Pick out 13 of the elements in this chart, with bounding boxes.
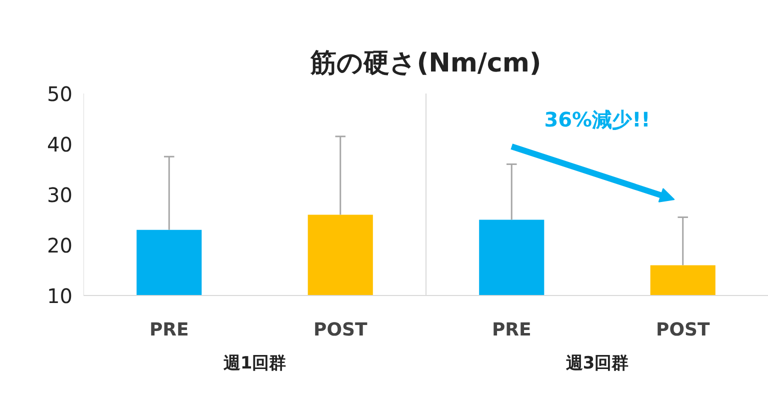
x-tick-label: POST bbox=[656, 320, 710, 340]
annotation: 36%減少!! bbox=[544, 107, 650, 132]
x-tick-label: PRE bbox=[149, 320, 189, 340]
text: 週3回群 bbox=[564, 354, 629, 374]
chart-title: 筋の硬さ(Nm/cm) bbox=[310, 48, 542, 78]
y-tick-label: 20 bbox=[47, 234, 73, 258]
y-tick-label: 10 bbox=[47, 284, 73, 308]
y-tick-label: 50 bbox=[47, 82, 73, 106]
x-tick-label: PRE bbox=[492, 320, 532, 340]
y-tick-label: 40 bbox=[47, 132, 73, 156]
text: 週1回群 bbox=[222, 354, 286, 374]
x-tick-label: POST bbox=[314, 320, 368, 340]
y-tick-label: 30 bbox=[47, 183, 73, 207]
